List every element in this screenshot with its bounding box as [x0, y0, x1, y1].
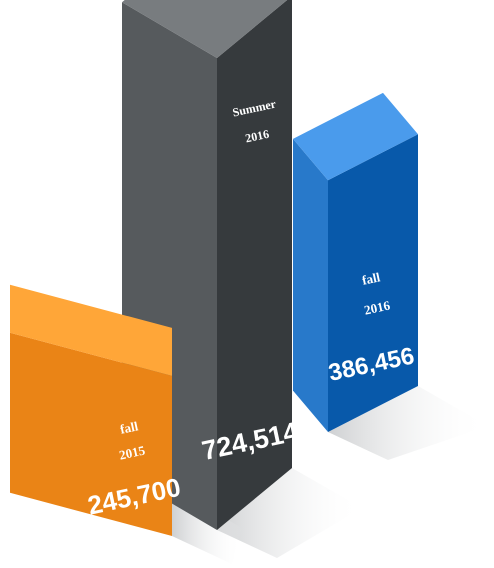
bar-category-label-line2: 2016	[244, 127, 270, 146]
bars: Summer2016724,514fall2016386,456fall2015…	[10, 0, 418, 536]
bar-category-label-line1: fall	[119, 418, 140, 437]
bar-top-face	[293, 92, 418, 181]
bar-shadow	[328, 386, 488, 460]
bar-left-face	[293, 138, 328, 432]
bar-top-face	[122, 0, 288, 58]
bar-category-label-line1: fall	[361, 269, 382, 288]
bar-top-face	[10, 284, 172, 376]
bar-right-face	[217, 0, 292, 530]
bar-left-face	[10, 332, 172, 536]
bar-right-face	[328, 134, 418, 432]
bar-shadow	[217, 468, 362, 558]
bar-category-label-line2: 2016	[363, 297, 392, 317]
bar-category-label-line2: 2015	[118, 442, 147, 462]
